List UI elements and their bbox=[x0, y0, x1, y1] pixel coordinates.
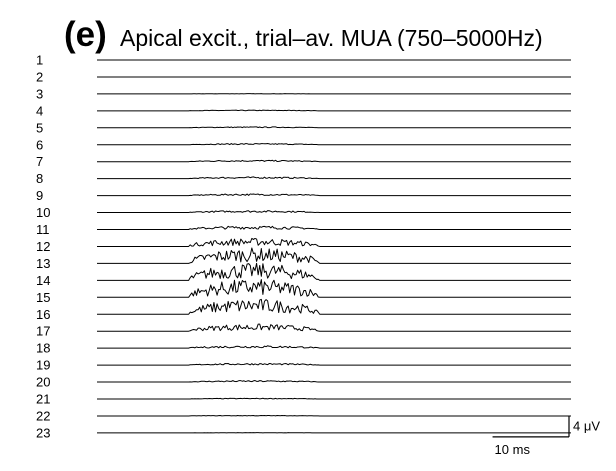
channel-label-1: 1 bbox=[36, 53, 43, 68]
trace-channel-17 bbox=[97, 323, 571, 332]
trace-channel-13 bbox=[97, 247, 571, 264]
panel-letter: (e) bbox=[64, 15, 107, 54]
channel-label-20: 20 bbox=[36, 375, 50, 390]
trace-channel-6 bbox=[97, 143, 571, 146]
trace-channel-5 bbox=[97, 126, 571, 129]
channel-label-23: 23 bbox=[36, 425, 50, 440]
channel-label-15: 15 bbox=[36, 290, 50, 305]
channel-label-22: 22 bbox=[36, 408, 50, 423]
channel-label-12: 12 bbox=[36, 239, 50, 254]
channel-label-3: 3 bbox=[36, 86, 43, 101]
trace-channel-11 bbox=[97, 225, 571, 230]
channel-label-10: 10 bbox=[36, 205, 50, 220]
chart-title: Apical excit., trial–av. MUA (750–5000Hz… bbox=[120, 25, 543, 51]
channel-label-2: 2 bbox=[36, 69, 43, 84]
trace-channel-21 bbox=[97, 397, 571, 400]
time-scale-label: 10 ms bbox=[495, 442, 531, 457]
voltage-scale-label: 4 μV bbox=[573, 419, 600, 434]
channel-label-16: 16 bbox=[36, 307, 50, 322]
trace-group bbox=[97, 59, 571, 434]
channel-label-7: 7 bbox=[36, 154, 43, 169]
channel-label-8: 8 bbox=[36, 171, 43, 186]
channel-label-5: 5 bbox=[36, 120, 43, 135]
trace-channel-19 bbox=[97, 362, 571, 366]
channel-label-11: 11 bbox=[36, 222, 50, 237]
channel-label-18: 18 bbox=[36, 341, 50, 356]
trace-channel-9 bbox=[97, 193, 571, 197]
trace-channel-20 bbox=[97, 380, 571, 383]
trace-channel-12 bbox=[97, 237, 571, 247]
trace-channel-16 bbox=[97, 298, 571, 315]
channel-label-13: 13 bbox=[36, 256, 50, 271]
channel-label-4: 4 bbox=[36, 103, 43, 118]
trace-channel-7 bbox=[97, 159, 571, 163]
scale-bar: 4 μV 10 ms bbox=[492, 416, 600, 457]
channel-label-14: 14 bbox=[36, 273, 50, 288]
channel-label-21: 21 bbox=[36, 392, 50, 407]
channel-label-9: 9 bbox=[36, 188, 43, 203]
channel-label-17: 17 bbox=[36, 324, 50, 339]
trace-channel-18 bbox=[97, 345, 571, 349]
trace-channel-4 bbox=[97, 109, 571, 112]
trace-channel-15 bbox=[97, 279, 571, 298]
channel-label-6: 6 bbox=[36, 137, 43, 152]
channel-label-19: 19 bbox=[36, 358, 50, 373]
trace-channel-10 bbox=[97, 210, 571, 214]
trace-channel-8 bbox=[97, 176, 571, 180]
trace-channel-14 bbox=[97, 262, 571, 281]
